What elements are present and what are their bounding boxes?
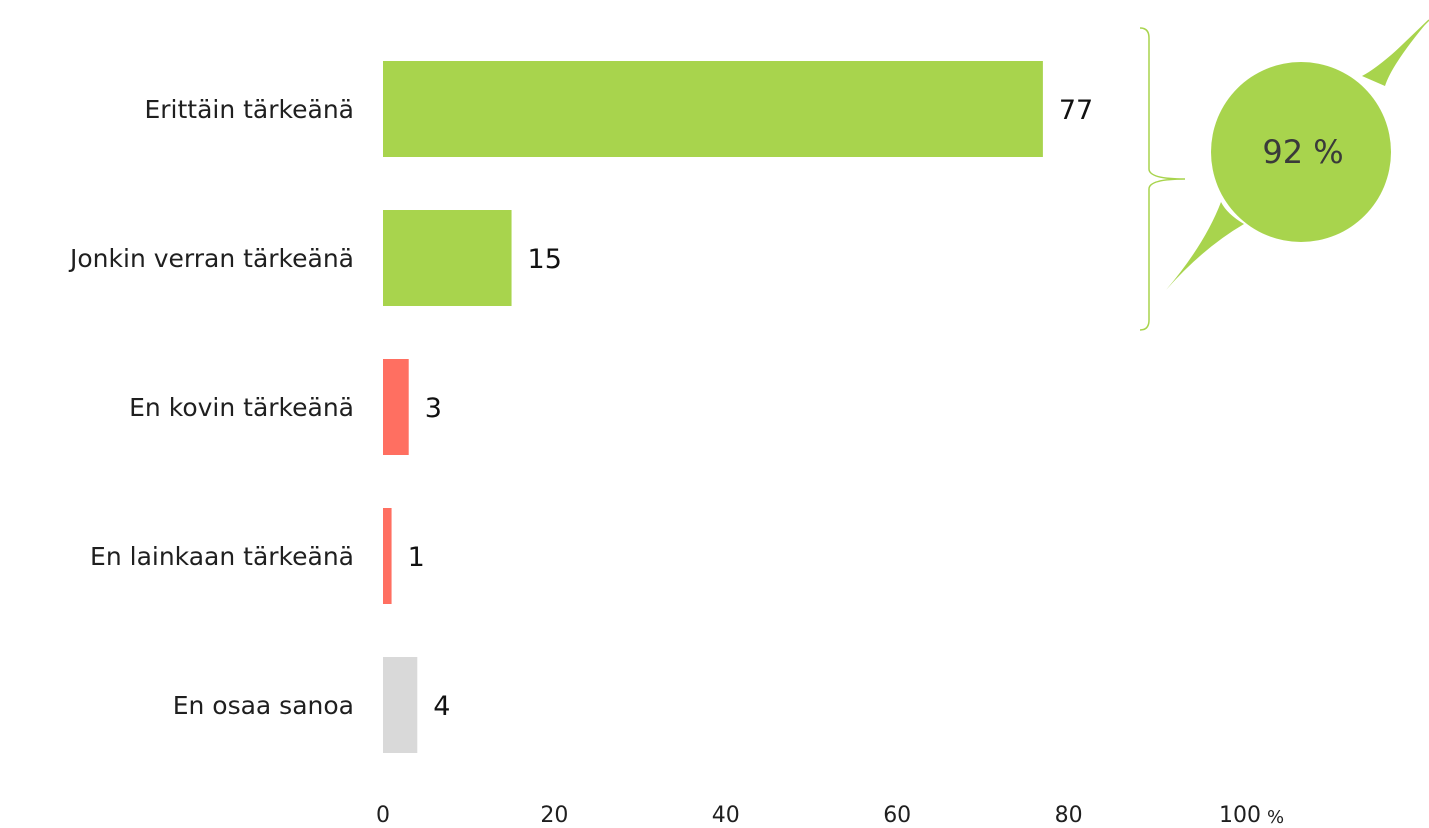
bar-1 <box>383 210 512 306</box>
total-bubble-text: 92 % <box>1262 133 1343 171</box>
bar-2 <box>383 359 409 455</box>
x-tick-label-0: 0 <box>376 803 390 828</box>
value-label-0: 77 <box>1059 95 1093 126</box>
category-label-4: En osaa sanoa <box>173 691 354 720</box>
bubble-pointer-line-top <box>1374 19 1429 73</box>
x-tick-label-5: 100 <box>1219 803 1261 828</box>
x-tick-label-3: 60 <box>883 803 911 828</box>
total-brace <box>1139 27 1186 331</box>
value-label-4: 4 <box>433 691 450 722</box>
x-tick-label-1: 20 <box>540 803 568 828</box>
total-bubble <box>1211 62 1391 242</box>
x-tick-label-4: 80 <box>1055 803 1083 828</box>
value-label-1: 15 <box>528 244 562 275</box>
bubble-tail-bottom <box>1166 202 1244 290</box>
category-label-2: En kovin tärkeänä <box>129 393 354 422</box>
category-label-1: Jonkin verran tärkeänä <box>68 244 354 273</box>
bar-3 <box>383 508 392 604</box>
value-label-3: 1 <box>408 542 425 573</box>
value-label-2: 3 <box>425 393 442 424</box>
category-label-0: Erittäin tärkeänä <box>144 95 354 124</box>
x-unit-label: % <box>1267 807 1284 828</box>
bar-4 <box>383 657 418 753</box>
bar-0 <box>383 61 1043 157</box>
category-label-3: En lainkaan tärkeänä <box>90 542 354 571</box>
x-tick-label-2: 40 <box>712 803 740 828</box>
